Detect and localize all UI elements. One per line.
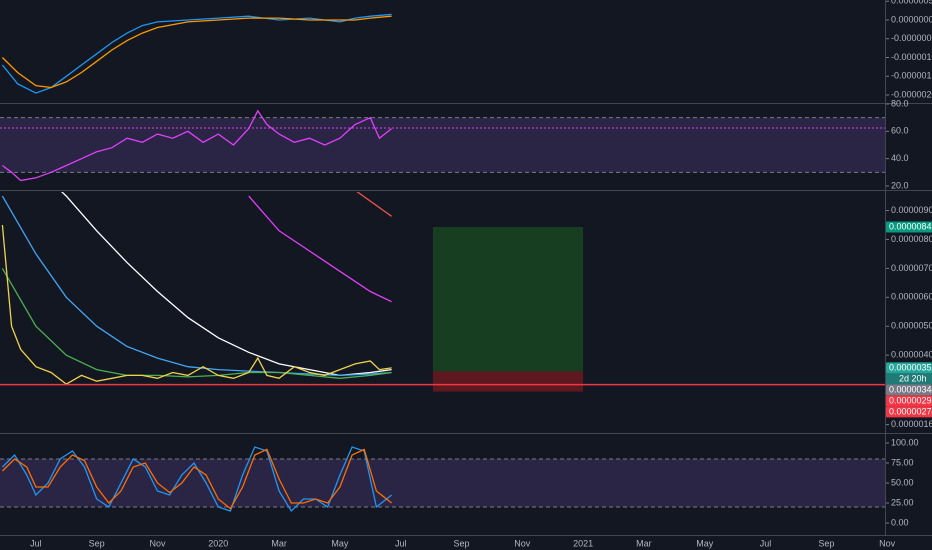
x-tick-label: 2021 <box>573 538 593 548</box>
x-tick-label: Jul <box>30 538 42 548</box>
x-tick-label: Jul <box>760 538 772 548</box>
series-line <box>2 109 393 182</box>
x-tick-label: 2020 <box>208 538 228 548</box>
price-pill-label: 0.00000356 <box>889 362 932 372</box>
pane <box>0 446 885 513</box>
price-pill-label: 0.00000298 <box>889 395 932 405</box>
x-tick-label: Mar <box>271 538 287 548</box>
x-tick-label: Mar <box>636 538 652 548</box>
y-tick-label: 0.00 <box>891 517 909 527</box>
price-pill-label: 0.00000843 <box>889 221 932 231</box>
loss-zone <box>432 371 584 392</box>
y-tick-label: -0.00000100 <box>891 52 932 62</box>
y-tick-label: -0.00000150 <box>891 71 932 81</box>
price-pill <box>886 406 932 418</box>
price-pill-label: 0.00000344 <box>889 384 932 394</box>
y-tick-label: 0.00000000 <box>891 14 932 24</box>
series-line <box>1 224 392 385</box>
series-line <box>1 448 393 510</box>
price-pill <box>886 221 932 233</box>
x-tick-label: Sep <box>453 538 469 548</box>
x-tick-label: Sep <box>89 538 105 548</box>
pane <box>0 192 885 392</box>
y-tick-label: 50.00 <box>891 477 914 487</box>
y-tick-label: 100.00 <box>891 437 919 447</box>
x-tick-label: Nov <box>514 538 531 548</box>
x-tick-label: Jul <box>395 538 407 548</box>
y-tick-label: 25.00 <box>891 497 914 507</box>
x-tick-label: May <box>331 538 349 548</box>
x-tick-label: May <box>696 538 714 548</box>
x-tick-label: Sep <box>818 538 834 548</box>
x-tick-label: Nov <box>149 538 166 548</box>
series-line <box>1 13 392 94</box>
x-tick-label: Nov <box>879 538 896 548</box>
band-fill <box>0 459 885 507</box>
band-fill <box>0 117 885 173</box>
series-line <box>1 446 393 513</box>
profit-zone <box>432 227 584 372</box>
series-line <box>248 195 392 303</box>
pane <box>0 109 885 182</box>
price-pill <box>886 362 932 374</box>
series-line <box>356 192 392 217</box>
countdown: 2d 20h <box>899 373 927 383</box>
series-line <box>1 15 392 89</box>
y-tick-label: -0.00000200 <box>891 89 932 99</box>
series-line <box>1 195 392 377</box>
y-tick-label: 75.00 <box>891 457 914 467</box>
y-tick-label: 60.0 <box>891 126 909 136</box>
countdown-pill <box>886 373 932 385</box>
series-line <box>61 192 392 377</box>
price-pill <box>886 395 932 407</box>
y-tick-label: 80.0 <box>891 98 909 108</box>
pane <box>1 13 392 94</box>
price-pill <box>886 384 932 396</box>
y-tick-label: 20.0 <box>891 180 909 190</box>
series-line <box>1 268 392 379</box>
y-tick-label: 40.0 <box>891 153 909 163</box>
price-pill-label: 0.00000274 <box>889 406 932 416</box>
